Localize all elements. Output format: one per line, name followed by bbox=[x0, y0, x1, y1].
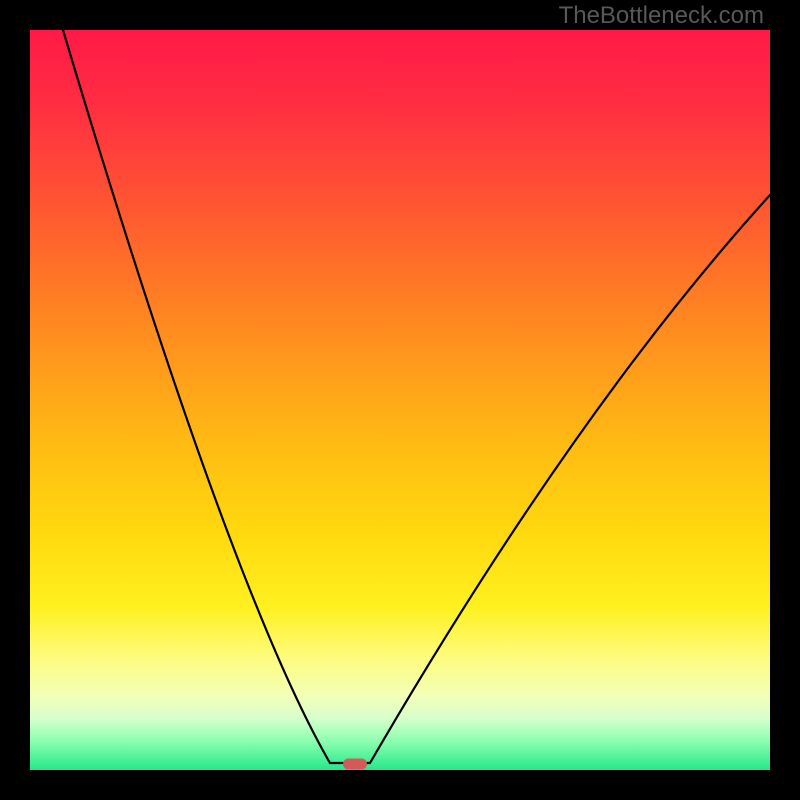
watermark-text: TheBottleneck.com bbox=[559, 2, 764, 30]
plot-background bbox=[30, 30, 770, 770]
chart-frame: TheBottleneck.com bbox=[0, 0, 800, 800]
optimal-point-marker bbox=[343, 759, 367, 770]
bottleneck-chart bbox=[0, 0, 800, 800]
